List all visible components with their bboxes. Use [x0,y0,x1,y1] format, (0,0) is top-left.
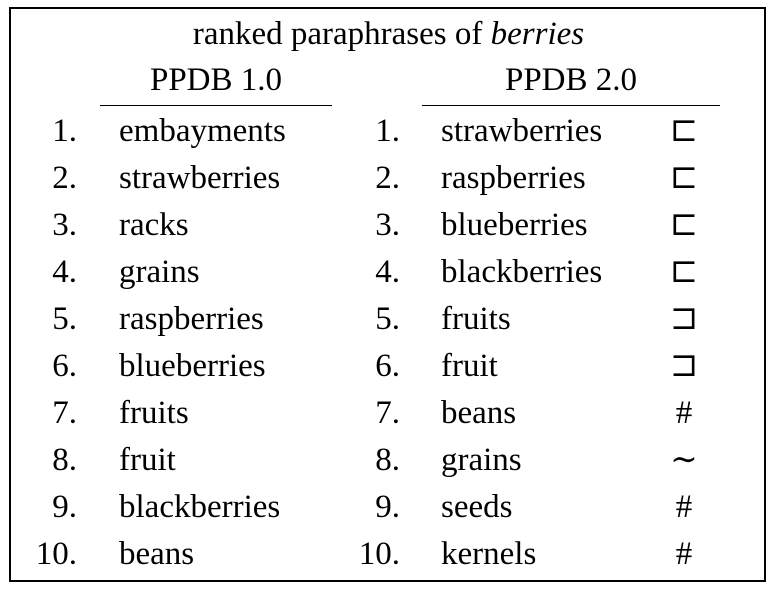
paraphrase-left: racks [119,207,189,243]
rank-right: 8. [375,442,400,478]
rank-left: 5. [52,301,77,337]
rank-right: 9. [375,489,400,525]
relation-symbol: ⊏ [670,207,698,243]
table-row: 9. blackberries 9. seeds # [0,487,777,534]
relation-symbol: # [675,489,693,525]
rank-right: 10. [358,536,400,572]
table-row: 4. grains 4. blackberries ⊏ [0,252,777,299]
paraphrase-left: blackberries [119,489,281,525]
table-title: ranked paraphrases of berries [0,14,777,54]
relation-symbol: ∼ [670,442,698,478]
rank-right: 7. [375,395,400,431]
relation-symbol: # [675,395,693,431]
paraphrase-left: fruit [119,442,176,478]
paraphrase-right: grains [441,442,522,478]
relation-symbol: ⊏ [670,160,698,196]
paraphrase-right: strawberries [441,113,603,149]
rank-left: 4. [52,254,77,290]
paraphrase-left: raspberries [119,301,264,337]
title-word: berries [490,16,585,52]
paraphrase-left: blueberries [119,348,266,384]
table-row: 2. strawberries 2. raspberries ⊏ [0,158,777,205]
paraphrase-left: strawberries [119,160,281,196]
relation-symbol: ⊏ [670,113,698,149]
relation-symbol: ⊐ [670,301,698,337]
paraphrase-right: blackberries [441,254,603,290]
rank-right: 4. [375,254,400,290]
paraphrase-right: fruit [441,348,498,384]
rank-left: 1. [52,113,77,149]
rank-right: 1. [375,113,400,149]
paraphrase-right: kernels [441,536,537,572]
rank-right: 3. [375,207,400,243]
table-row: 8. fruit 8. grains ∼ [0,440,777,487]
paraphrase-left: grains [119,254,200,290]
table-row: 1. embayments 1. strawberries ⊏ [0,111,777,158]
rank-left: 2. [52,160,77,196]
title-prefix: ranked paraphrases of [192,16,491,52]
relation-symbol: ⊏ [670,254,698,290]
rank-left: 3. [52,207,77,243]
column-header-ppdb2: PPDB 2.0 [504,62,638,98]
rank-left: 6. [52,348,77,384]
rank-left: 9. [52,489,77,525]
paraphrase-left: beans [119,536,195,572]
table-row: 6. blueberries 6. fruit ⊐ [0,346,777,393]
table-frame [9,7,766,582]
table-row: 10. beans 10. kernels # [0,534,777,581]
paraphrase-right: blueberries [441,207,588,243]
column-header-ppdb1: PPDB 1.0 [149,62,283,98]
rank-left: 10. [35,536,77,572]
header-rule-left [100,105,332,106]
rank-right: 5. [375,301,400,337]
relation-symbol: # [675,536,693,572]
rank-right: 2. [375,160,400,196]
rank-left: 7. [52,395,77,431]
table-row: 5. raspberries 5. fruits ⊐ [0,299,777,346]
paraphrase-left: fruits [119,395,189,431]
paraphrase-right: fruits [441,301,511,337]
table-row: 3. racks 3. blueberries ⊏ [0,205,777,252]
paraphrase-right: seeds [441,489,513,525]
header-rule-right [422,105,720,106]
table-row: 7. fruits 7. beans # [0,393,777,440]
paraphrase-left: embayments [119,113,286,149]
relation-symbol: ⊐ [670,348,698,384]
paraphrase-right: raspberries [441,160,586,196]
rank-left: 8. [52,442,77,478]
paraphrase-right: beans [441,395,517,431]
rank-right: 6. [375,348,400,384]
